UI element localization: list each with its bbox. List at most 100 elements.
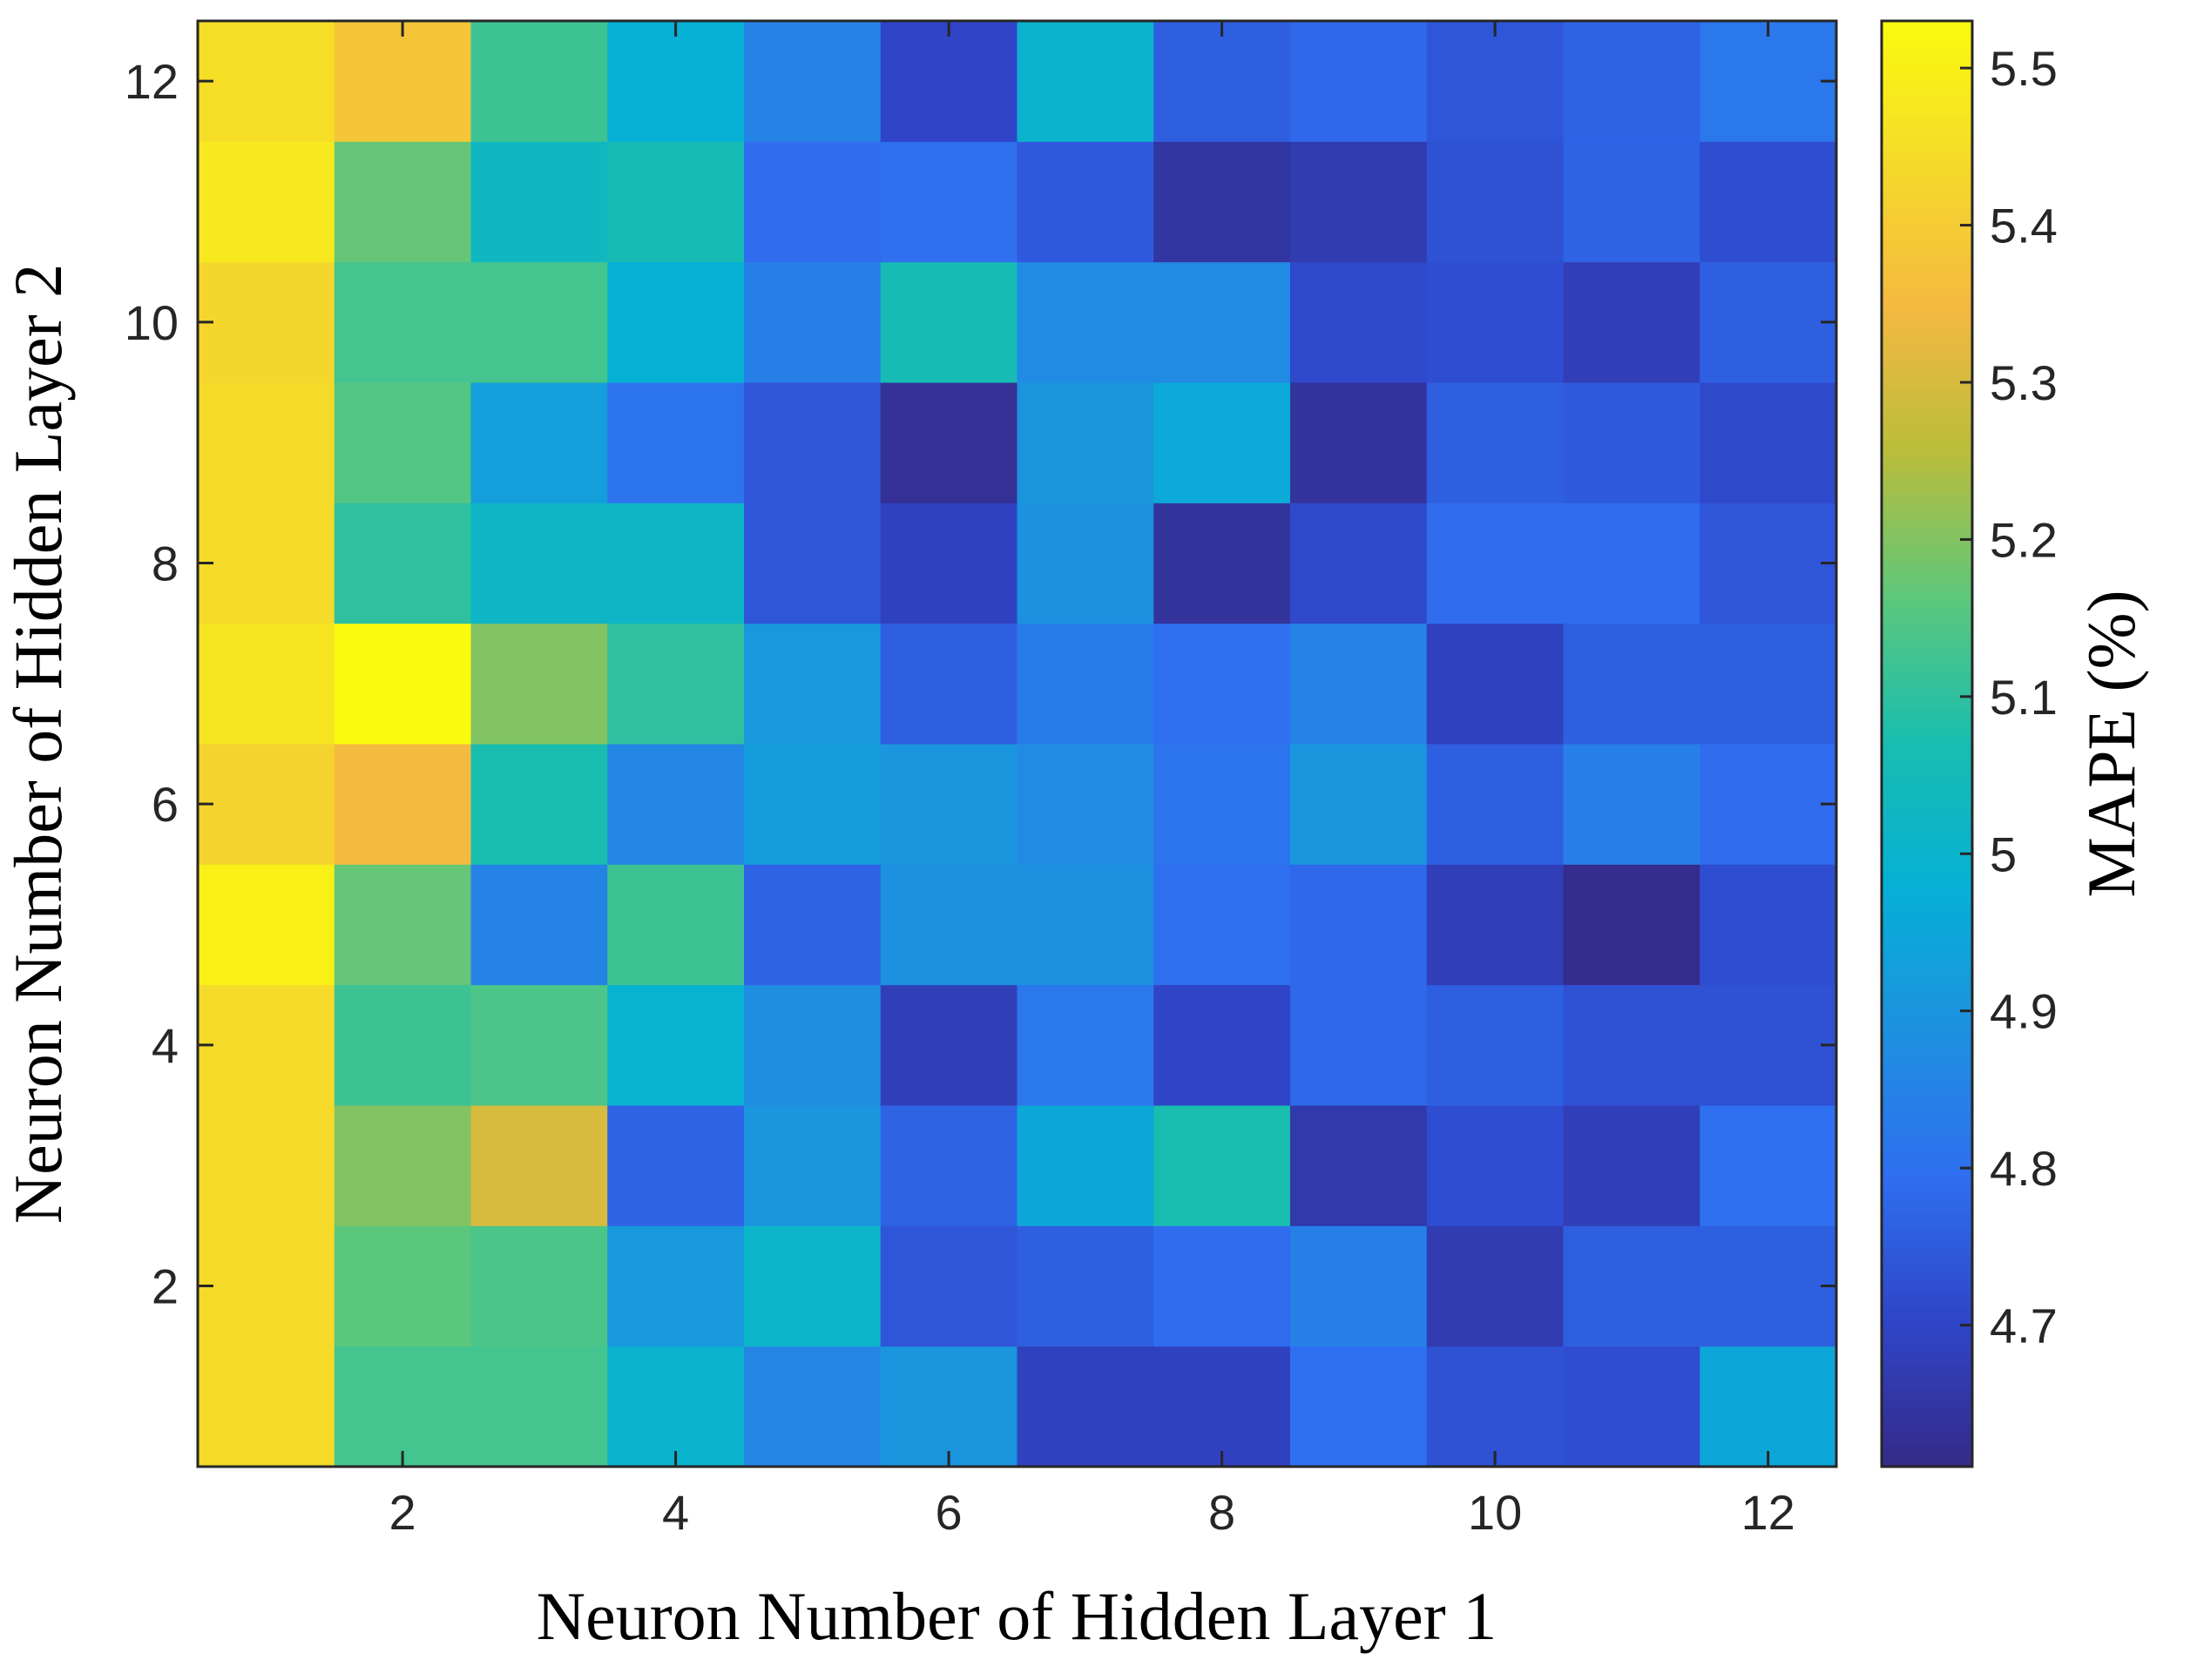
colorbar-swatch: [1882, 425, 1972, 435]
y-tick-label: 12: [125, 54, 179, 109]
heatmap-cell: [607, 141, 745, 263]
colorbar-swatch: [1882, 1134, 1972, 1143]
colorbar-swatch: [1882, 28, 1972, 37]
heatmap-cell: [334, 21, 471, 142]
heatmap-cell: [1290, 261, 1428, 383]
colorbar-swatch: [1882, 642, 1972, 651]
colorbar-swatch: [1882, 122, 1972, 131]
colorbar-swatch: [1882, 295, 1972, 304]
heatmap-cell: [1153, 1225, 1291, 1347]
colorbar-swatch: [1882, 505, 1972, 514]
colorbar-tick-label: 5.3: [1990, 355, 2058, 410]
heatmap-cell: [198, 744, 335, 865]
colorbar-swatch: [1882, 1322, 1972, 1331]
colorbar-swatch: [1882, 939, 1972, 948]
heatmap-cell: [1700, 141, 1837, 263]
heatmap-cell: [1290, 864, 1428, 986]
colorbar-swatch: [1882, 1329, 1972, 1338]
colorbar-swatch: [1882, 21, 1972, 30]
colorbar-swatch: [1882, 1141, 1972, 1150]
heatmap-cell: [880, 623, 1017, 745]
y-tick-label: 10: [125, 295, 179, 350]
heatmap-cell: [198, 21, 335, 142]
colorbar-swatch: [1882, 548, 1972, 557]
colorbar-swatch: [1882, 1191, 1972, 1200]
colorbar-swatch: [1882, 599, 1972, 608]
heatmap-cell: [198, 141, 335, 263]
colorbar-swatch: [1882, 462, 1972, 470]
heatmap-cell: [198, 382, 335, 503]
colorbar-swatch: [1882, 1452, 1972, 1461]
colorbar-label: MAPE (%): [2073, 590, 2149, 897]
heatmap-cell: [1426, 1105, 1564, 1226]
heatmap-cell: [470, 21, 608, 142]
colorbar-swatch: [1882, 736, 1972, 745]
heatmap-cell: [1290, 984, 1428, 1106]
heatmap-cell: [1700, 984, 1837, 1106]
colorbar-swatch: [1882, 179, 1972, 188]
heatmap-cell: [334, 744, 471, 865]
heatmap-cell: [1563, 1225, 1700, 1347]
colorbar-swatch: [1882, 1206, 1972, 1215]
colorbar-swatch: [1882, 1213, 1972, 1222]
colorbar-swatch: [1882, 288, 1972, 297]
colorbar-swatch: [1882, 1394, 1972, 1403]
heatmap-cell: [470, 623, 608, 745]
colorbar-swatch: [1882, 1184, 1972, 1193]
colorbar-swatch: [1882, 946, 1972, 955]
heatmap-cell: [880, 1346, 1017, 1467]
heatmap-cell: [1017, 21, 1154, 142]
colorbar-swatch: [1882, 403, 1972, 413]
heatmap-cell: [1290, 1225, 1428, 1347]
colorbar-swatch: [1882, 1228, 1972, 1237]
colorbar-swatch: [1882, 194, 1972, 203]
heatmap-cell: [334, 141, 471, 263]
heatmap-cell: [1426, 1346, 1564, 1467]
colorbar-swatch: [1882, 1105, 1972, 1114]
heatmap-cell: [198, 503, 335, 624]
colorbar-swatch: [1882, 917, 1972, 926]
colorbar-swatch: [1882, 975, 1972, 983]
colorbar-swatch: [1882, 1198, 1972, 1208]
heatmap-cells: [198, 21, 1837, 1467]
heatmap-cell: [1700, 623, 1837, 745]
colorbar-swatch: [1882, 816, 1972, 825]
colorbar-swatch: [1882, 751, 1972, 759]
heatmap-cell: [470, 984, 608, 1106]
heatmap-cell: [1017, 261, 1154, 383]
colorbar-swatch: [1882, 186, 1972, 196]
colorbar-swatch: [1882, 801, 1972, 810]
heatmap-cell: [607, 261, 745, 383]
colorbar-swatch: [1882, 273, 1972, 282]
heatmap-cell: [1017, 1105, 1154, 1226]
colorbar-swatch: [1882, 411, 1972, 420]
colorbar-tick-label: 5.4: [1990, 199, 2058, 253]
colorbar: 4.7 4.8 4.9 5 5.1 5.2 5.3 5.4 5.5: [1880, 19, 2058, 1468]
heatmap-cell: [1700, 864, 1837, 986]
colorbar-swatch: [1882, 245, 1972, 253]
colorbar-swatch: [1882, 1250, 1972, 1258]
colorbar-swatch: [1882, 1047, 1972, 1056]
colorbar-swatch: [1882, 1279, 1972, 1287]
heatmap-cell: [1426, 623, 1564, 745]
colorbar-swatch: [1882, 786, 1972, 796]
colorbar-swatch: [1882, 577, 1972, 586]
colorbar-swatch: [1882, 1220, 1972, 1230]
colorbar-swatch: [1882, 1358, 1972, 1366]
colorbar-swatch: [1882, 845, 1972, 853]
heatmap-cell: [1426, 382, 1564, 503]
heatmap-cell: [1153, 864, 1291, 986]
colorbar-swatch: [1882, 433, 1972, 442]
heatmap-cell: [1290, 623, 1428, 745]
colorbar-swatch: [1882, 968, 1972, 976]
colorbar-swatch: [1882, 996, 1972, 1005]
heatmap-cell: [334, 1346, 471, 1467]
colorbar-tick-label: 5: [1990, 827, 2017, 881]
colorbar-swatch: [1882, 657, 1972, 665]
colorbar-swatch: [1882, 707, 1972, 716]
colorbar-swatch: [1882, 302, 1972, 311]
colorbar-swatch: [1882, 1300, 1972, 1309]
colorbar-swatch: [1882, 1336, 1972, 1345]
heatmap-cell: [1700, 503, 1837, 624]
colorbar-swatch: [1882, 613, 1972, 622]
